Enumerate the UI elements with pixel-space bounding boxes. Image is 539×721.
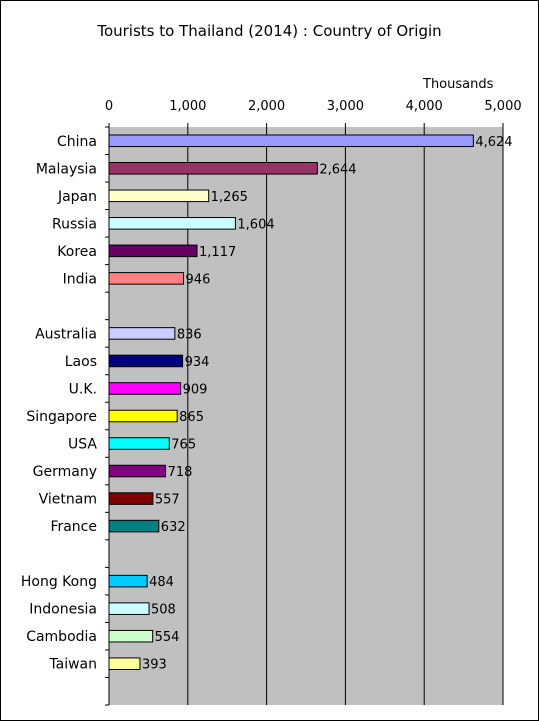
chart-title: Tourists to Thailand (2014) : Country of… <box>97 22 442 40</box>
data-label: 508 <box>151 603 176 618</box>
category-label: Vietnam <box>39 492 97 508</box>
category-label: Indonesia <box>29 602 97 618</box>
data-label: 554 <box>155 630 180 645</box>
category-label: Hong Kong <box>21 574 97 590</box>
data-label: 865 <box>179 410 204 425</box>
category-label: India <box>63 271 97 287</box>
x-tick-label: 3,000 <box>327 99 364 114</box>
bar <box>108 162 318 175</box>
category-label: Korea <box>57 244 97 260</box>
bar <box>108 574 148 588</box>
category-label: U.K. <box>69 381 97 397</box>
unit-label: Thousands <box>423 77 494 92</box>
category-label: Germany <box>33 464 97 480</box>
data-label: 632 <box>161 520 186 535</box>
data-label: 2,644 <box>319 162 356 177</box>
bar <box>108 244 198 258</box>
category-label: Australia <box>35 326 97 342</box>
x-tick-label: 4,000 <box>406 99 443 114</box>
data-label: 909 <box>183 382 208 397</box>
bar <box>108 409 178 423</box>
bar <box>108 217 236 230</box>
bar <box>108 629 154 643</box>
data-label: 1,265 <box>211 190 248 205</box>
data-label: 4,624 <box>475 135 512 150</box>
category-label: Taiwan <box>48 657 97 673</box>
data-label: 836 <box>177 327 202 342</box>
bar <box>108 354 184 368</box>
bar <box>108 657 141 670</box>
x-tick-label: 0 <box>105 99 113 114</box>
data-label: 484 <box>149 575 174 590</box>
category-label: Malaysia <box>36 161 97 177</box>
data-label: 934 <box>185 355 210 370</box>
category-label: Singapore <box>26 409 97 425</box>
bar <box>108 492 154 505</box>
data-label: 946 <box>186 272 211 287</box>
bar <box>108 464 167 478</box>
category-label: France <box>50 519 97 535</box>
bar <box>108 189 210 203</box>
data-label: 393 <box>142 658 167 673</box>
category-label: Russia <box>52 216 97 232</box>
data-label: 765 <box>171 438 196 453</box>
x-tick-label: 5,000 <box>484 99 521 114</box>
x-tick-label: 1,000 <box>169 99 206 114</box>
bar <box>108 134 474 148</box>
category-label: Laos <box>65 354 97 370</box>
category-label: Cambodia <box>26 629 97 645</box>
data-label: 1,117 <box>199 245 236 260</box>
bar <box>108 327 176 340</box>
bar <box>108 382 182 395</box>
bar <box>108 437 170 450</box>
data-label: 557 <box>155 493 180 508</box>
x-tick-label: 2,000 <box>248 99 285 114</box>
bar <box>108 519 160 533</box>
bar <box>108 602 150 615</box>
bar <box>108 272 185 285</box>
data-label: 1,604 <box>237 217 274 232</box>
data-label: 718 <box>168 465 193 480</box>
category-label: Japan <box>57 189 97 205</box>
category-label: China <box>57 134 97 150</box>
category-label: USA <box>68 437 97 453</box>
